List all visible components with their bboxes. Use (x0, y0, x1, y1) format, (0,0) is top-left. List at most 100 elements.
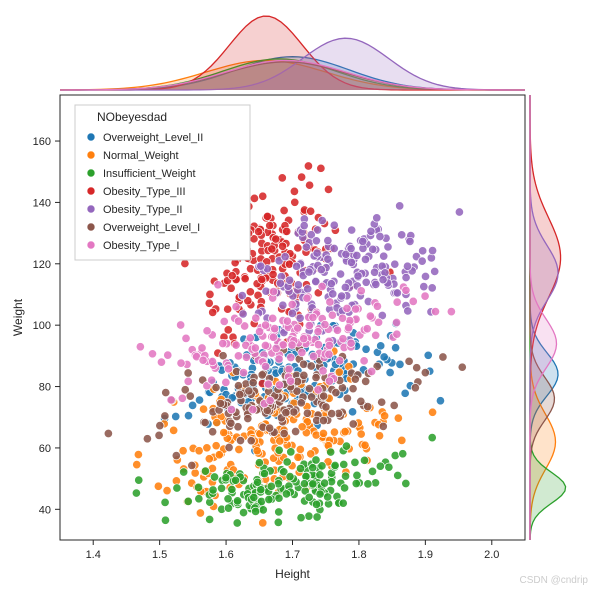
watermark-text: CSDN @cndrip (519, 575, 588, 586)
scatter-point (194, 483, 202, 491)
scatter-point (282, 490, 290, 498)
scatter-point (338, 314, 346, 322)
scatter-point (360, 456, 368, 464)
scatter-point (319, 416, 327, 424)
scatter-point (303, 294, 311, 302)
scatter-point (302, 472, 310, 480)
scatter-point (287, 353, 295, 361)
scatter-point (320, 479, 328, 487)
scatter-point (253, 447, 261, 455)
scatter-point (391, 451, 399, 459)
scatter-point (251, 507, 259, 515)
scatter-point (337, 292, 345, 300)
scatter-point (376, 232, 384, 240)
scatter-point (292, 262, 300, 270)
scatter-point (325, 350, 333, 358)
scatter-point (214, 281, 222, 289)
scatter-point (276, 437, 284, 445)
scatter-point (148, 350, 156, 358)
scatter-point (254, 227, 262, 235)
scatter-point (182, 334, 190, 342)
scatter-point (312, 456, 320, 464)
scatter-point (203, 444, 211, 452)
scatter-point (316, 471, 324, 479)
scatter-point (220, 317, 228, 325)
scatter-point (421, 292, 429, 300)
scatter-point (255, 327, 263, 335)
scatter-point (281, 253, 289, 261)
scatter-point (134, 450, 142, 458)
kde-top-fill (60, 60, 525, 90)
scatter-point (327, 279, 335, 287)
scatter-point (305, 384, 313, 392)
scatter-point (349, 420, 357, 428)
scatter-point (199, 405, 207, 413)
scatter-point (227, 419, 235, 427)
legend-marker (87, 205, 95, 213)
scatter-point (201, 467, 209, 475)
scatter-point (307, 362, 315, 370)
scatter-point (275, 508, 283, 516)
scatter-point (324, 185, 332, 193)
scatter-point (377, 398, 385, 406)
scatter-point (305, 493, 313, 501)
scatter-point (296, 445, 304, 453)
scatter-point (242, 353, 250, 361)
scatter-point (275, 494, 283, 502)
scatter-point (403, 262, 411, 270)
scatter-point (290, 408, 298, 416)
scatter-point (236, 390, 244, 398)
scatter-point (184, 369, 192, 377)
scatter-point (340, 460, 348, 468)
scatter-point (164, 351, 172, 359)
y-tick-label: 40 (39, 504, 51, 516)
scatter-point (314, 327, 322, 335)
scatter-point (184, 411, 192, 419)
scatter-point (294, 244, 302, 252)
scatter-point (318, 216, 326, 224)
scatter-point (312, 237, 320, 245)
chart-svg: 1.41.51.61.71.81.92.0406080100120140160H… (0, 0, 594, 590)
scatter-point (217, 484, 225, 492)
scatter-point (266, 221, 274, 229)
scatter-point (176, 321, 184, 329)
scatter-point (250, 493, 258, 501)
scatter-point (420, 282, 428, 290)
scatter-point (191, 469, 199, 477)
scatter-point (376, 462, 384, 470)
scatter-point (418, 257, 426, 265)
scatter-point (195, 495, 203, 503)
scatter-point (269, 287, 277, 295)
scatter-point (354, 272, 362, 280)
scatter-point (369, 245, 377, 253)
scatter-point (368, 467, 376, 475)
scatter-point (393, 298, 401, 306)
scatter-point (212, 441, 220, 449)
scatter-point (267, 482, 275, 490)
scatter-point (304, 162, 312, 170)
scatter-point (161, 412, 169, 420)
scatter-point (314, 340, 322, 348)
scatter-point (280, 206, 288, 214)
scatter-point (402, 286, 410, 294)
scatter-point (253, 478, 261, 486)
scatter-point (179, 468, 187, 476)
scatter-point (233, 519, 241, 527)
scatter-point (227, 284, 235, 292)
scatter-point (339, 335, 347, 343)
scatter-point (317, 265, 325, 273)
scatter-point (143, 435, 151, 443)
scatter-point (312, 373, 320, 381)
x-tick-label: 1.4 (86, 549, 101, 561)
scatter-point (224, 504, 232, 512)
scatter-point (294, 453, 302, 461)
scatter-point (364, 480, 372, 488)
scatter-point (396, 360, 404, 368)
scatter-point (348, 408, 356, 416)
scatter-point (386, 368, 394, 376)
scatter-point (224, 365, 232, 373)
scatter-point (294, 324, 302, 332)
scatter-point (205, 515, 213, 523)
scatter-point (259, 519, 267, 527)
scatter-point (244, 414, 252, 422)
